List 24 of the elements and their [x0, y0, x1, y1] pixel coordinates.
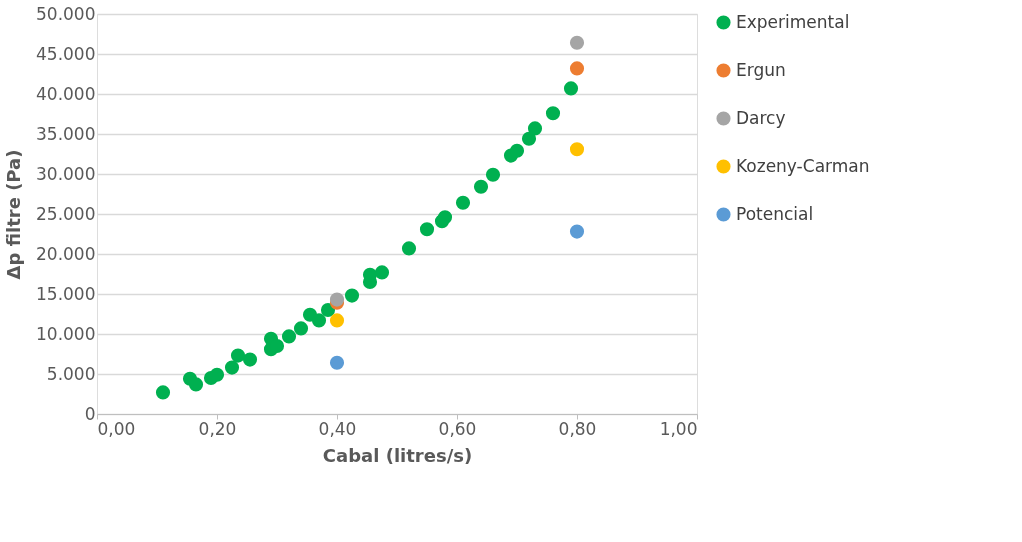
y-tick-label: 35.000: [36, 123, 96, 144]
legend-label: Darcy: [736, 107, 786, 128]
y-tick-label: 50.000: [36, 3, 96, 24]
legend-label: Potencial: [736, 203, 814, 224]
legend-label: Experimental: [736, 11, 850, 32]
x-tick-label: 0,00: [97, 418, 136, 439]
y-tick-label: 30.000: [36, 163, 96, 184]
y-axis-title: Δp filtre (Pa): [3, 149, 25, 280]
x-tick-label: 0,60: [438, 418, 477, 439]
y-tick-label: 10.000: [36, 323, 96, 344]
y-tick-label: 40.000: [36, 83, 96, 104]
y-tick-label: 45.000: [36, 43, 96, 64]
x-tick-label: 0,20: [198, 418, 237, 439]
legend-label: Kozeny-Carman: [736, 155, 870, 176]
x-tick-label: 1,00: [659, 418, 698, 439]
x-axis-title: Cabal (litres/s): [322, 444, 473, 466]
x-tick-label: 0,80: [558, 418, 597, 439]
x-tick-label: 0,40: [318, 418, 357, 439]
y-tick-label: 5.000: [46, 363, 96, 384]
y-tick-label: 0: [84, 403, 96, 424]
y-tick-label: 15.000: [36, 283, 96, 304]
legend-label: Ergun: [736, 59, 786, 80]
y-tick-label: 20.000: [36, 243, 96, 264]
y-tick-label: 25.000: [36, 203, 96, 224]
